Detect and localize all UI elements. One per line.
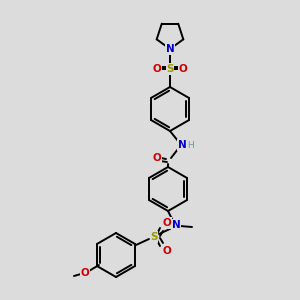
Text: H: H [188,142,194,151]
Text: O: O [153,64,161,74]
Text: O: O [178,64,188,74]
Text: N: N [166,44,174,54]
Text: O: O [163,246,171,256]
Text: O: O [163,218,171,228]
Text: N: N [172,220,180,230]
Text: O: O [153,153,161,163]
Text: S: S [166,64,174,74]
Text: O: O [81,268,89,278]
Text: S: S [150,232,158,242]
Text: N: N [178,140,186,150]
